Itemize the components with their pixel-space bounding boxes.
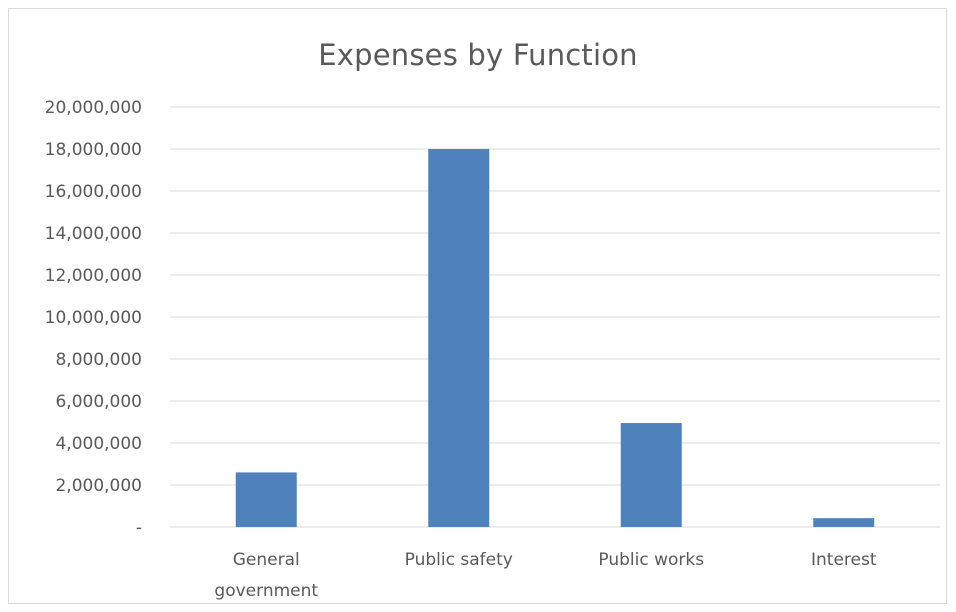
x-tick-label: government xyxy=(214,581,318,601)
y-tick-label: 10,000,000 xyxy=(45,308,142,328)
x-tick-label: Interest xyxy=(811,550,877,570)
x-tick-label: General xyxy=(233,550,300,570)
y-tick-label: 6,000,000 xyxy=(55,392,142,412)
x-tick-label: Public works xyxy=(598,550,704,570)
y-tick-label: 12,000,000 xyxy=(45,266,142,286)
y-tick-label: 20,000,000 xyxy=(45,98,142,118)
y-tick-label: 14,000,000 xyxy=(45,224,142,244)
bar xyxy=(620,423,682,527)
y-tick-label: 16,000,000 xyxy=(45,182,142,202)
y-tick-label: 2,000,000 xyxy=(55,476,142,496)
bar xyxy=(235,472,297,527)
x-tick-label: Public safety xyxy=(405,550,513,570)
bar xyxy=(428,149,490,527)
y-tick-label: 8,000,000 xyxy=(55,350,142,370)
chart-title: Expenses by Function xyxy=(318,38,638,72)
bar xyxy=(813,518,875,527)
y-tick-label: 18,000,000 xyxy=(45,140,142,160)
y-tick-label: - xyxy=(136,518,142,538)
y-tick-label: 4,000,000 xyxy=(55,434,142,454)
